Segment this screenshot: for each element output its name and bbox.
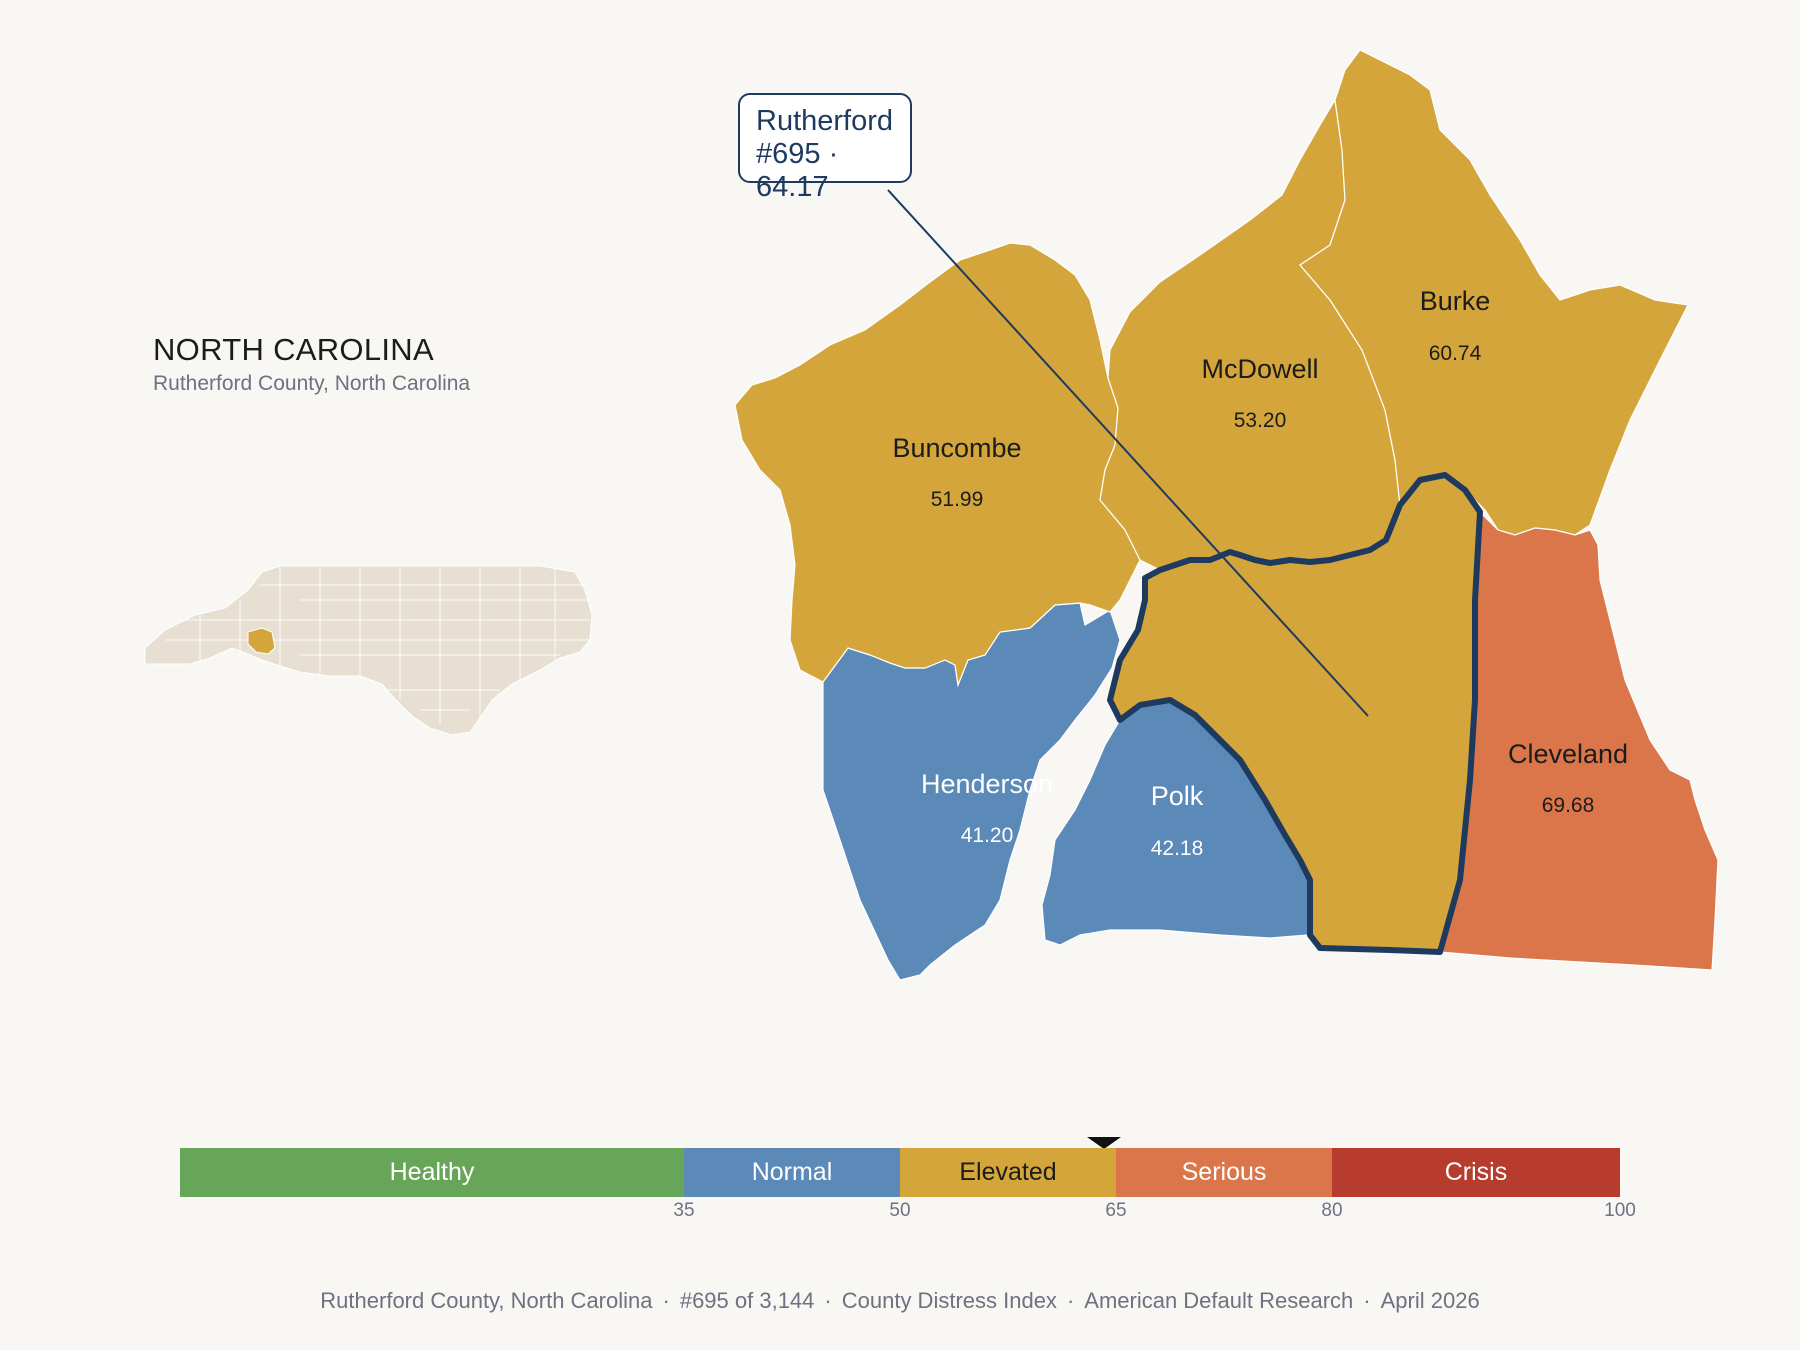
- label-burke-name: Burke: [1420, 286, 1491, 316]
- county-burke[interactable]: [1299, 49, 1689, 536]
- label-mcdowell-score: 53.20: [1234, 409, 1287, 432]
- legend-tick: 80: [1321, 1200, 1343, 1221]
- county-rutherford[interactable]: [1107, 472, 1483, 955]
- legend-elevated: Elevated: [900, 1148, 1116, 1197]
- state-title: NORTH CAROLINA: [153, 332, 434, 367]
- legend-tick: 50: [889, 1200, 911, 1221]
- footer-index: County Distress Index: [841, 1288, 1057, 1313]
- callout-leader-line: [887, 189, 1369, 717]
- label-buncombe-name: Buncombe: [892, 433, 1021, 463]
- footer-date: April 2026: [1380, 1288, 1480, 1313]
- label-buncombe-score: 51.99: [931, 488, 984, 511]
- legend-bar: Healthy Normal Elevated Serious Crisis: [180, 1148, 1620, 1197]
- legend-crisis: Crisis: [1332, 1148, 1620, 1197]
- rutherford-callout: Rutherford #695 · 64.17: [738, 93, 912, 203]
- legend-serious: Serious: [1116, 1148, 1332, 1197]
- footer-county: Rutherford County, North Carolina: [320, 1288, 653, 1313]
- state-subtitle: Rutherford County, North Carolina: [153, 372, 471, 395]
- label-cleveland-name: Cleveland: [1508, 739, 1628, 769]
- legend-healthy: Healthy: [180, 1148, 684, 1197]
- footer: Rutherford County, North Carolina · #695 o…: [320, 1288, 1480, 1313]
- callout-rank-score: #695 · 64.17: [756, 138, 839, 203]
- score-marker-icon: [1087, 1137, 1121, 1149]
- label-polk-score: 42.18: [1151, 837, 1204, 860]
- label-polk-name: Polk: [1151, 781, 1204, 811]
- label-cleveland-score: 69.68: [1542, 794, 1595, 817]
- label-henderson-score: 41.20: [961, 824, 1014, 847]
- footer-rank: #695 of 3,144: [679, 1288, 815, 1313]
- footer-source: American Default Research: [1084, 1288, 1354, 1313]
- label-burke-score: 60.74: [1429, 342, 1482, 365]
- inset-county-highlight: [247, 627, 276, 655]
- county-buncombe[interactable]: [734, 242, 1141, 688]
- legend-tick: 65: [1105, 1200, 1127, 1221]
- legend-tick: 100: [1604, 1200, 1636, 1221]
- legend-tick: 35: [673, 1200, 695, 1221]
- label-henderson-name: Henderson: [921, 769, 1053, 799]
- callout-county-name: Rutherford: [756, 105, 894, 137]
- legend-normal: Normal: [684, 1148, 900, 1197]
- label-mcdowell-name: McDowell: [1201, 354, 1318, 384]
